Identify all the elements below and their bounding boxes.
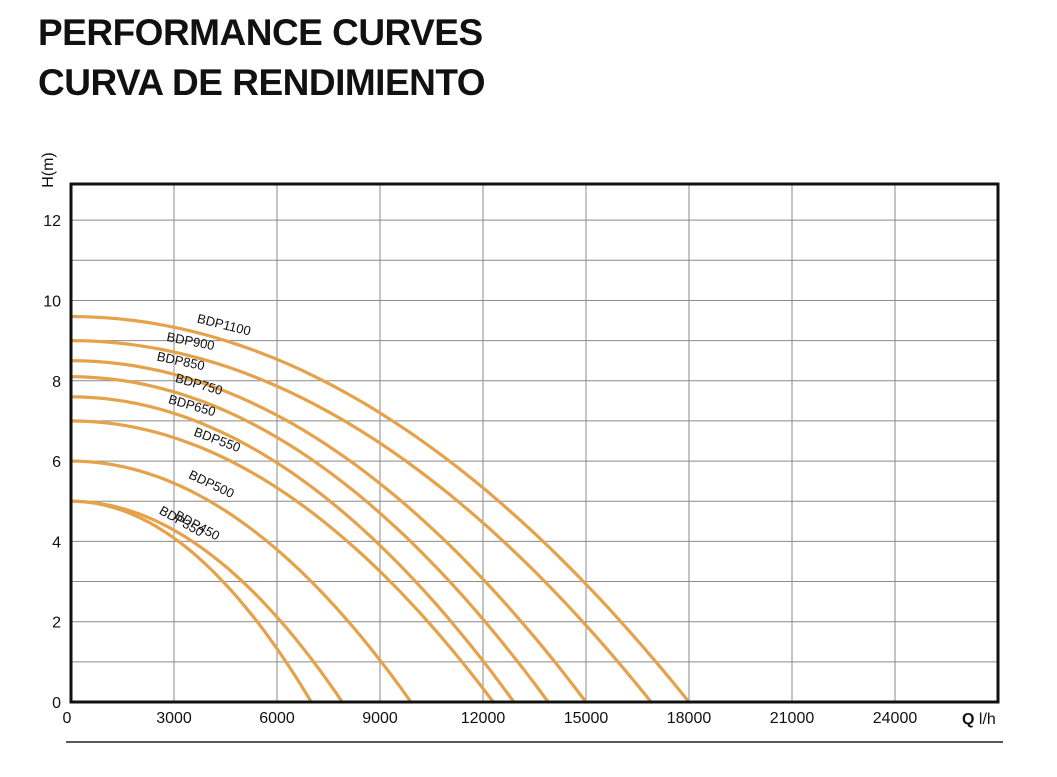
curve-bdp500	[69, 459, 413, 704]
x-tick-label: 6000	[259, 710, 295, 727]
curve-label-bdp500: BDP500	[186, 467, 236, 501]
x-tick-label: 9000	[362, 710, 398, 727]
x-tick-label: 12000	[461, 710, 506, 727]
curve-bdp350	[69, 499, 313, 704]
x-tick-label: 18000	[667, 710, 712, 727]
y-tick-label: 10	[43, 293, 61, 310]
curve-bdp750	[69, 375, 550, 704]
curve-bdp550	[69, 419, 495, 704]
y-tick-label: 4	[52, 534, 61, 551]
x-axis-label: Q l/h	[962, 711, 996, 728]
y-tick-label: 2	[52, 615, 61, 632]
axis-labels: Q l/h H(m)	[40, 152, 996, 728]
y-tick-label: 8	[52, 374, 61, 391]
curve-bdp650	[69, 395, 516, 704]
plot-frame	[69, 182, 1000, 704]
x-tick-label: 3000	[156, 710, 192, 727]
x-tick-label: 21000	[770, 710, 815, 727]
page-title: PERFORMANCE CURVES	[38, 12, 483, 53]
y-tick-label: 12	[43, 213, 61, 230]
curve-label-bdp900: BDP900	[165, 329, 215, 353]
page-subtitle: CURVA DE RENDIMIENTO	[38, 62, 486, 103]
y-tick-label: 6	[52, 454, 61, 471]
chart-ticks: 0 3000 6000 9000 12000 15000 18000 21000 24000 0 2…	[43, 213, 917, 727]
curve-label-bdp850: BDP850	[156, 349, 206, 374]
y-tick-label: 0	[52, 695, 61, 712]
curve-bdp1100	[69, 314, 691, 704]
chart-curves	[69, 314, 691, 704]
x-tick-label: 15000	[564, 710, 609, 727]
chart-grid	[71, 184, 998, 702]
curve-bdp850	[69, 359, 588, 704]
y-axis-label: H(m)	[40, 152, 57, 188]
curve-bdp900	[69, 339, 653, 704]
chart-frame	[66, 182, 1003, 743]
x-tick-label: 24000	[873, 710, 918, 727]
x-tick-label: 0	[63, 710, 72, 727]
